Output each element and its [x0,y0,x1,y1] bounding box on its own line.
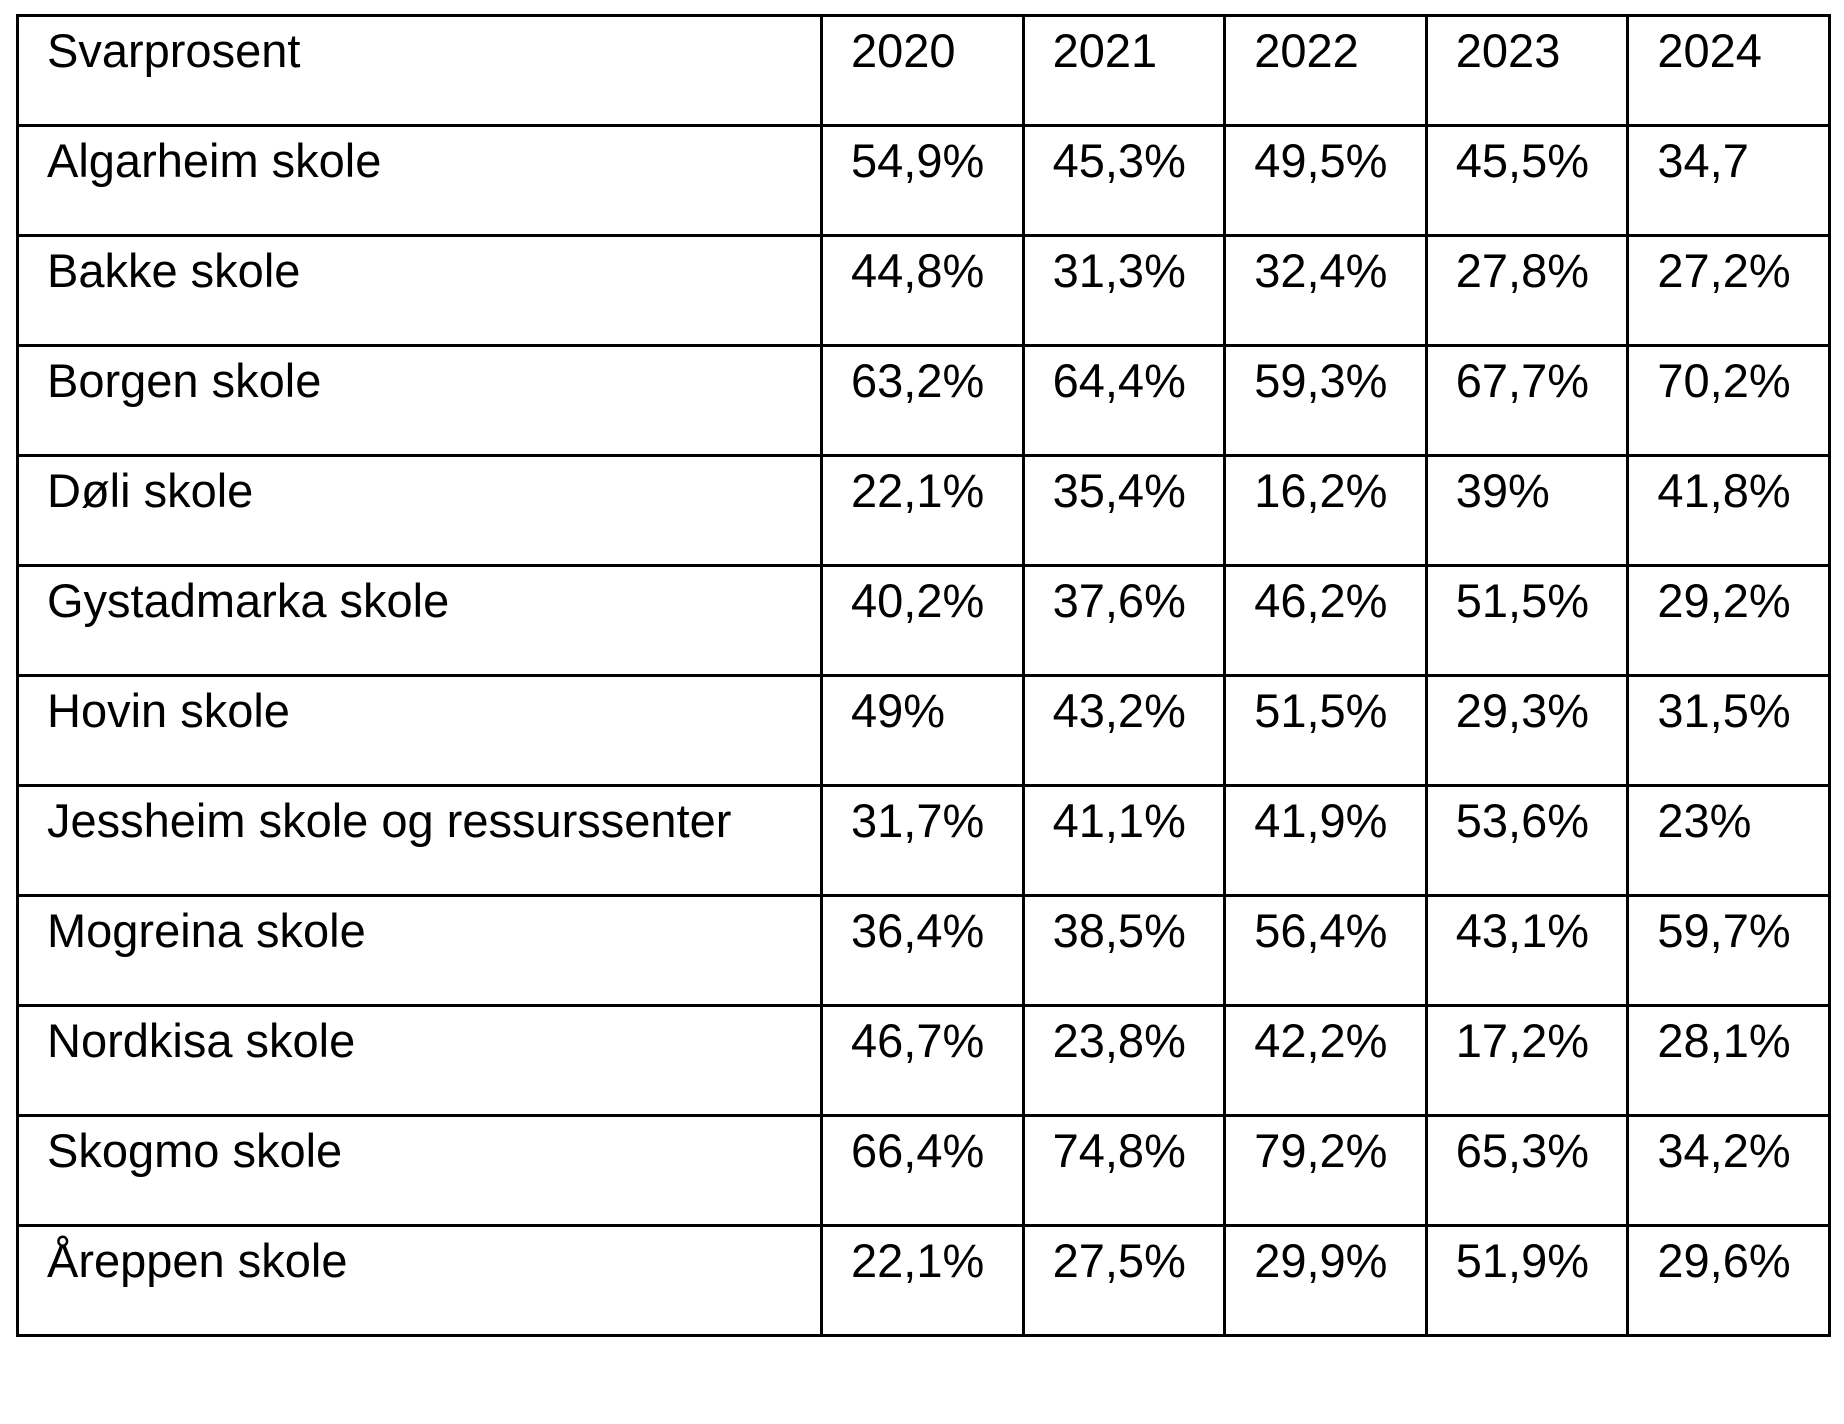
school-name-cell: Skogmo skole [16,1114,823,1227]
percentage-cell: 43,1% [1424,894,1630,1007]
percentage-cell: 46,7% [820,1004,1025,1117]
percentage-cell: 54,9% [820,124,1025,237]
percentage-cell: 49,5% [1223,124,1428,237]
percentage-cell: 67,7% [1424,344,1630,457]
table-row: Døli skole 22,1% 35,4% 16,2% 39% 41,8% [16,454,1831,567]
school-name-cell: Nordkisa skole [16,1004,823,1117]
percentage-cell: 34,2% [1626,1114,1831,1227]
percentage-cell: 59,7% [1626,894,1831,1007]
school-name-cell: Mogreina skole [16,894,823,1007]
percentage-cell: 23% [1626,784,1831,897]
table-row: Nordkisa skole 46,7% 23,8% 42,2% 17,2% 28,1% [16,1004,1831,1117]
school-name-cell: Gystadmarka skole [16,564,823,677]
percentage-cell: 23,8% [1021,1004,1227,1117]
percentage-cell: 29,6% [1626,1224,1831,1337]
header-cell-label: Svarprosent [16,14,823,127]
table-header: Svarprosent 2020 2021 2022 2023 2024 [16,14,1831,127]
percentage-cell: 41,9% [1223,784,1428,897]
percentage-cell: 40,2% [820,564,1025,677]
percentage-cell: 29,2% [1626,564,1831,677]
percentage-cell: 46,2% [1223,564,1428,677]
percentage-cell: 37,6% [1021,564,1227,677]
percentage-cell: 29,9% [1223,1224,1428,1337]
percentage-cell: 41,8% [1626,454,1831,567]
percentage-cell: 45,5% [1424,124,1630,237]
percentage-cell: 70,2% [1626,344,1831,457]
percentage-cell: 31,3% [1021,234,1227,347]
percentage-cell: 29,3% [1424,674,1630,787]
percentage-cell: 31,7% [820,784,1025,897]
percentage-cell: 28,1% [1626,1004,1831,1117]
table-row: Bakke skole 44,8% 31,3% 32,4% 27,8% 27,2% [16,234,1831,347]
percentage-cell: 22,1% [820,454,1025,567]
header-cell-year: 2020 [820,14,1025,127]
table-row: Åreppen skole 22,1% 27,5% 29,9% 51,9% 29,6% [16,1224,1831,1337]
percentage-cell: 31,5% [1626,674,1831,787]
percentage-cell: 59,3% [1223,344,1428,457]
percentage-cell: 16,2% [1223,454,1428,567]
school-name-cell: Jessheim skole og ressurssenter [16,784,823,897]
percentage-cell: 41,1% [1021,784,1227,897]
header-cell-year: 2024 [1626,14,1831,127]
percentage-cell: 27,8% [1424,234,1630,347]
school-name-cell: Borgen skole [16,344,823,457]
percentage-cell: 36,4% [820,894,1025,1007]
percentage-cell: 17,2% [1424,1004,1630,1117]
percentage-cell: 53,6% [1424,784,1630,897]
percentage-cell: 42,2% [1223,1004,1428,1117]
percentage-cell: 34,7 [1626,124,1831,237]
percentage-cell: 35,4% [1021,454,1227,567]
percentage-cell: 56,4% [1223,894,1428,1007]
percentage-cell: 27,2% [1626,234,1831,347]
school-name-cell: Døli skole [16,454,823,567]
percentage-cell: 74,8% [1021,1114,1227,1227]
percentage-cell: 51,5% [1424,564,1630,677]
percentage-cell: 66,4% [820,1114,1025,1227]
table-row: Skogmo skole 66,4% 74,8% 79,2% 65,3% 34,2% [16,1114,1831,1227]
percentage-cell: 32,4% [1223,234,1428,347]
percentage-cell: 38,5% [1021,894,1227,1007]
school-name-cell: Bakke skole [16,234,823,347]
table-row: Hovin skole 49% 43,2% 51,5% 29,3% 31,5% [16,674,1831,787]
percentage-cell: 63,2% [820,344,1025,457]
table-row: Borgen skole 63,2% 64,4% 59,3% 67,7% 70,2% [16,344,1831,457]
percentage-cell: 49% [820,674,1025,787]
school-name-cell: Algarheim skole [16,124,823,237]
table-row: Mogreina skole 36,4% 38,5% 56,4% 43,1% 59,7% [16,894,1831,1007]
percentage-cell: 39% [1424,454,1630,567]
percentage-cell: 43,2% [1021,674,1227,787]
table-row: Gystadmarka skole 40,2% 37,6% 46,2% 51,5% 29,… [16,564,1831,677]
percentage-cell: 44,8% [820,234,1025,347]
percentage-cell: 65,3% [1424,1114,1630,1227]
percentage-cell: 22,1% [820,1224,1025,1337]
header-cell-year: 2022 [1223,14,1428,127]
table-row: Jessheim skole og ressurssenter 31,7% 41,1… [16,784,1831,897]
percentage-cell: 51,5% [1223,674,1428,787]
school-name-cell: Hovin skole [16,674,823,787]
school-name-cell: Åreppen skole [16,1224,823,1337]
percentage-cell: 45,3% [1021,124,1227,237]
percentage-cell: 79,2% [1223,1114,1428,1227]
table-body: Algarheim skole 54,9% 45,3% 49,5% 45,5% 34,7 B… [16,124,1831,1337]
percentage-cell: 27,5% [1021,1224,1227,1337]
percentage-cell: 64,4% [1021,344,1227,457]
header-cell-year: 2021 [1021,14,1227,127]
header-row: Svarprosent 2020 2021 2022 2023 2024 [16,14,1831,127]
percentage-cell: 51,9% [1424,1224,1630,1337]
table-row: Algarheim skole 54,9% 45,3% 49,5% 45,5% 34,7 [16,124,1831,237]
header-cell-year: 2023 [1424,14,1630,127]
response-rate-table: Svarprosent 2020 2021 2022 2023 2024 Algarhei… [16,14,1831,1337]
